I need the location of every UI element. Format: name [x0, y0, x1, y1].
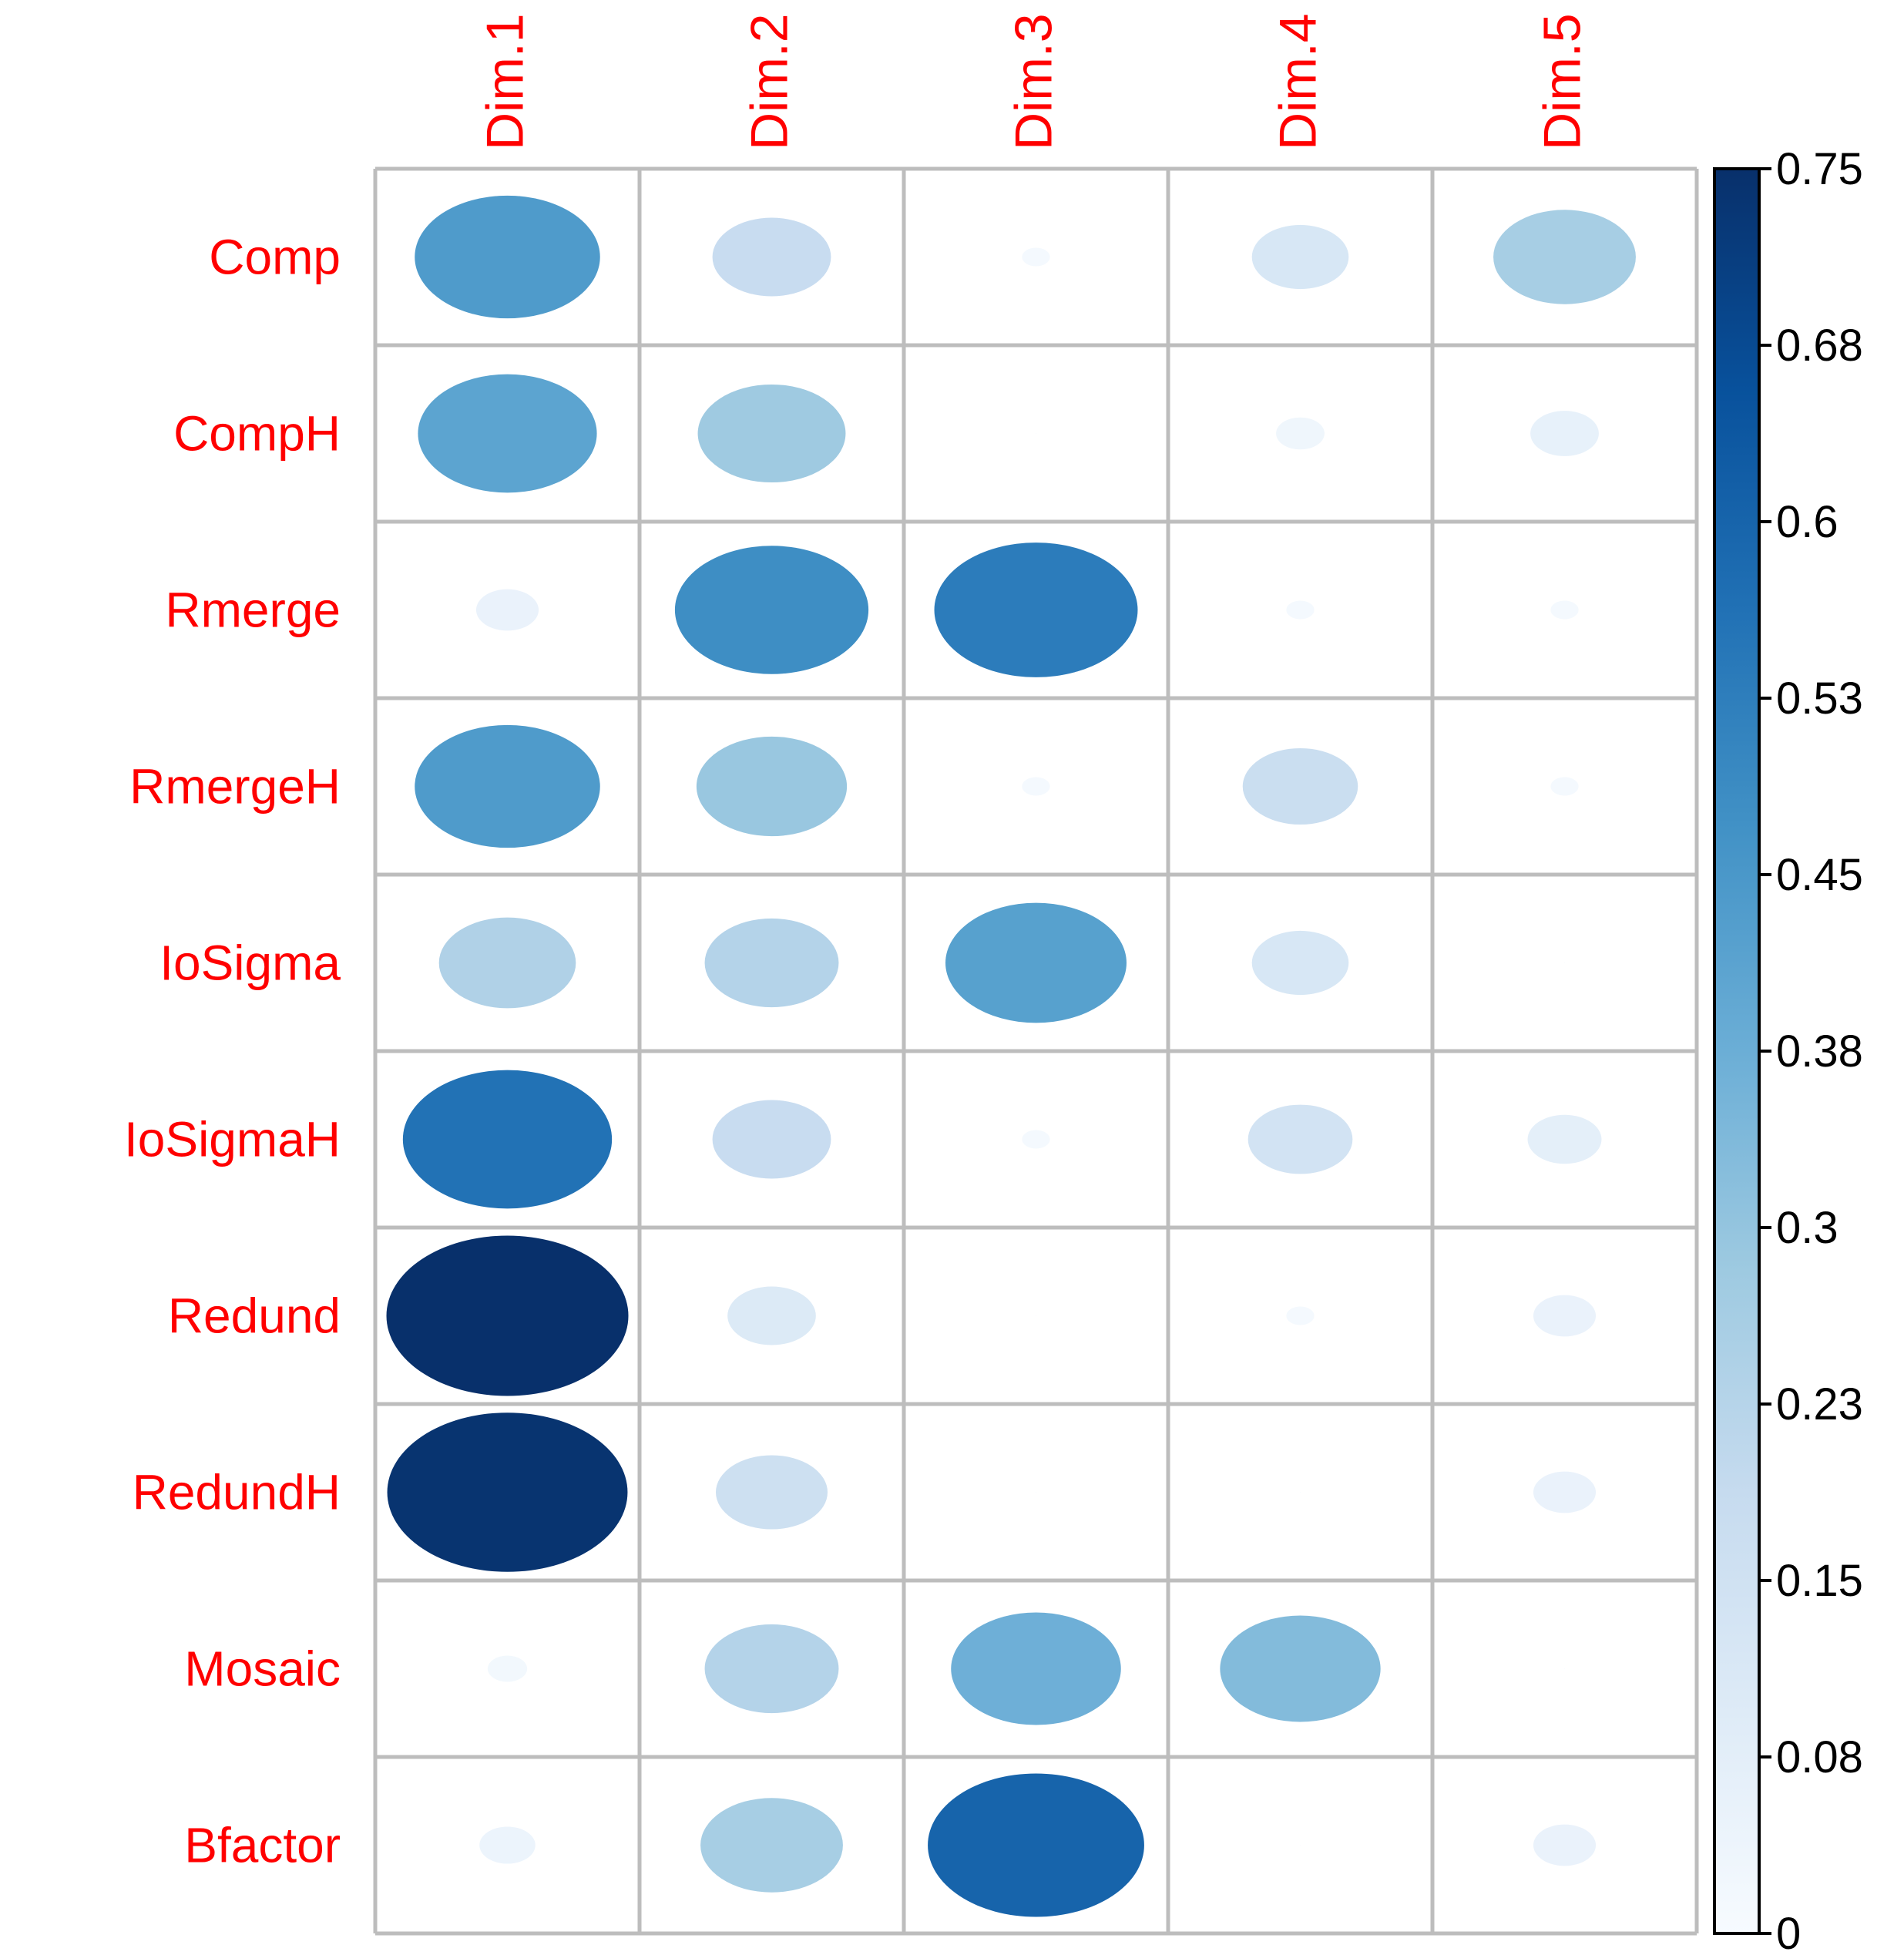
circle-redund-dim-2: [727, 1286, 816, 1345]
circle-rmerge-dim-3: [934, 542, 1138, 677]
colorbar-tick-label: 0.53: [1776, 674, 1863, 724]
circle-iosigmah-dim-4: [1248, 1104, 1353, 1174]
column-label-dim-4: Dim.4: [1269, 13, 1328, 150]
circle-iosigma-dim-5: [1564, 962, 1565, 963]
row-label-iosigmah: IoSigmaH: [124, 1112, 341, 1167]
row-labels: Comp CompH Rmerge RmergeH IoSigma IoSigmaH Red…: [124, 230, 341, 1873]
colorbar-tick-label: 0.45: [1776, 850, 1863, 900]
circle-redund-dim-5: [1533, 1295, 1597, 1337]
circle-redundh-dim-1: [387, 1413, 628, 1572]
row-label-bfactor: Bfactor: [184, 1818, 341, 1873]
row-label-rmergeh: RmergeH: [129, 759, 341, 815]
circle-rmerge-dim-5: [1550, 600, 1579, 620]
circle-comp-dim-5: [1493, 210, 1636, 304]
circle-mosaic-dim-5: [1564, 1668, 1565, 1669]
circle-rmergeh-dim-2: [696, 736, 848, 837]
colorbar-ticks: 0 0.08 0.15 0.23 0.3 0.38 0.45 0.53 0.6 0.68 0.75: [1759, 144, 1863, 1955]
circle-mosaic-dim-2: [704, 1624, 839, 1714]
row-label-comph: CompH: [173, 406, 341, 462]
circle-bfactor-dim-5: [1533, 1824, 1597, 1866]
color-legend: 0 0.08 0.15 0.23 0.3 0.38 0.45 0.53 0.6 0.68 0.75: [1713, 144, 1863, 1955]
circle-rmerge-dim-2: [674, 546, 869, 674]
colorbar-tick-label: 0.08: [1776, 1732, 1863, 1782]
column-label-dim-1: Dim.1: [476, 13, 535, 150]
column-label-dim-5: Dim.5: [1533, 13, 1592, 150]
row-label-redundh: RedundH: [133, 1465, 341, 1520]
circle-iosigma-dim-3: [945, 902, 1127, 1023]
circle-rmergeh-dim-4: [1242, 747, 1358, 825]
colorbar-tick-label: 0.3: [1776, 1203, 1839, 1253]
circle-iosigmah-dim-5: [1527, 1114, 1602, 1164]
circle-rmergeh-dim-5: [1550, 777, 1579, 796]
circle-redundh-dim-4: [1300, 1492, 1301, 1493]
circle-mosaic-dim-3: [951, 1612, 1121, 1725]
row-label-iosigma: IoSigma: [160, 936, 341, 991]
circle-bfactor-dim-3: [928, 1773, 1144, 1917]
circle-iosigmah-dim-2: [712, 1100, 831, 1179]
colorbar-tick-label: 0.68: [1776, 321, 1863, 371]
circle-rmergeh-dim-3: [1022, 777, 1050, 796]
column-label-dim-3: Dim.3: [1005, 13, 1063, 150]
circle-comph-dim-4: [1276, 417, 1325, 450]
row-label-rmerge: Rmerge: [165, 583, 341, 638]
colorbar-tick-label: 0.15: [1776, 1556, 1863, 1606]
circle-rmerge-dim-1: [475, 589, 539, 631]
colorbar-tick-label: 0.38: [1776, 1026, 1863, 1077]
circle-comp-dim-1: [415, 195, 600, 319]
circle-bfactor-dim-1: [479, 1826, 536, 1864]
circle-iosigmah-dim-3: [1022, 1130, 1050, 1149]
circle-comp-dim-4: [1251, 224, 1349, 290]
circle-bfactor-dim-2: [700, 1798, 843, 1893]
colorbar-tick-label: 0.23: [1776, 1379, 1863, 1429]
colorbar-gradient: [1713, 167, 1761, 1935]
plot-grid: [373, 166, 1699, 1936]
circle-mosaic-dim-4: [1220, 1615, 1381, 1722]
circle-comph-dim-2: [697, 384, 846, 483]
row-label-comp: Comp: [209, 230, 341, 285]
circle-comph-dim-1: [418, 374, 597, 493]
circle-rmergeh-dim-1: [415, 724, 600, 848]
circle-redundh-dim-5: [1533, 1471, 1597, 1513]
circle-comp-dim-3: [1022, 247, 1050, 267]
circle-redund-dim-4: [1286, 1306, 1315, 1325]
circle-comp-dim-2: [712, 217, 831, 297]
circle-comph-dim-5: [1530, 411, 1599, 456]
circle-bfactor-dim-4: [1300, 1845, 1301, 1846]
column-label-dim-2: Dim.2: [740, 13, 799, 150]
circle-redundh-dim-2: [715, 1455, 828, 1530]
colorbar-tick-label: 0.75: [1776, 144, 1863, 194]
circle-iosigma-dim-2: [704, 918, 839, 1008]
row-label-mosaic: Mosaic: [184, 1641, 341, 1697]
circle-iosigmah-dim-1: [402, 1070, 613, 1209]
row-label-redund: Redund: [168, 1288, 341, 1344]
colorbar-tick-label: 0: [1776, 1909, 1801, 1955]
column-labels: Dim.1 Dim.2 Dim.3 Dim.4 Dim.5: [476, 13, 1592, 150]
circle-iosigma-dim-1: [438, 917, 576, 1009]
circle-iosigma-dim-4: [1251, 930, 1349, 996]
circle-rmerge-dim-4: [1286, 600, 1315, 620]
circle-redund-dim-1: [386, 1235, 629, 1396]
value-circles: [386, 195, 1636, 1917]
colorbar-tick-label: 0.6: [1776, 497, 1839, 547]
circle-mosaic-dim-1: [487, 1655, 528, 1682]
